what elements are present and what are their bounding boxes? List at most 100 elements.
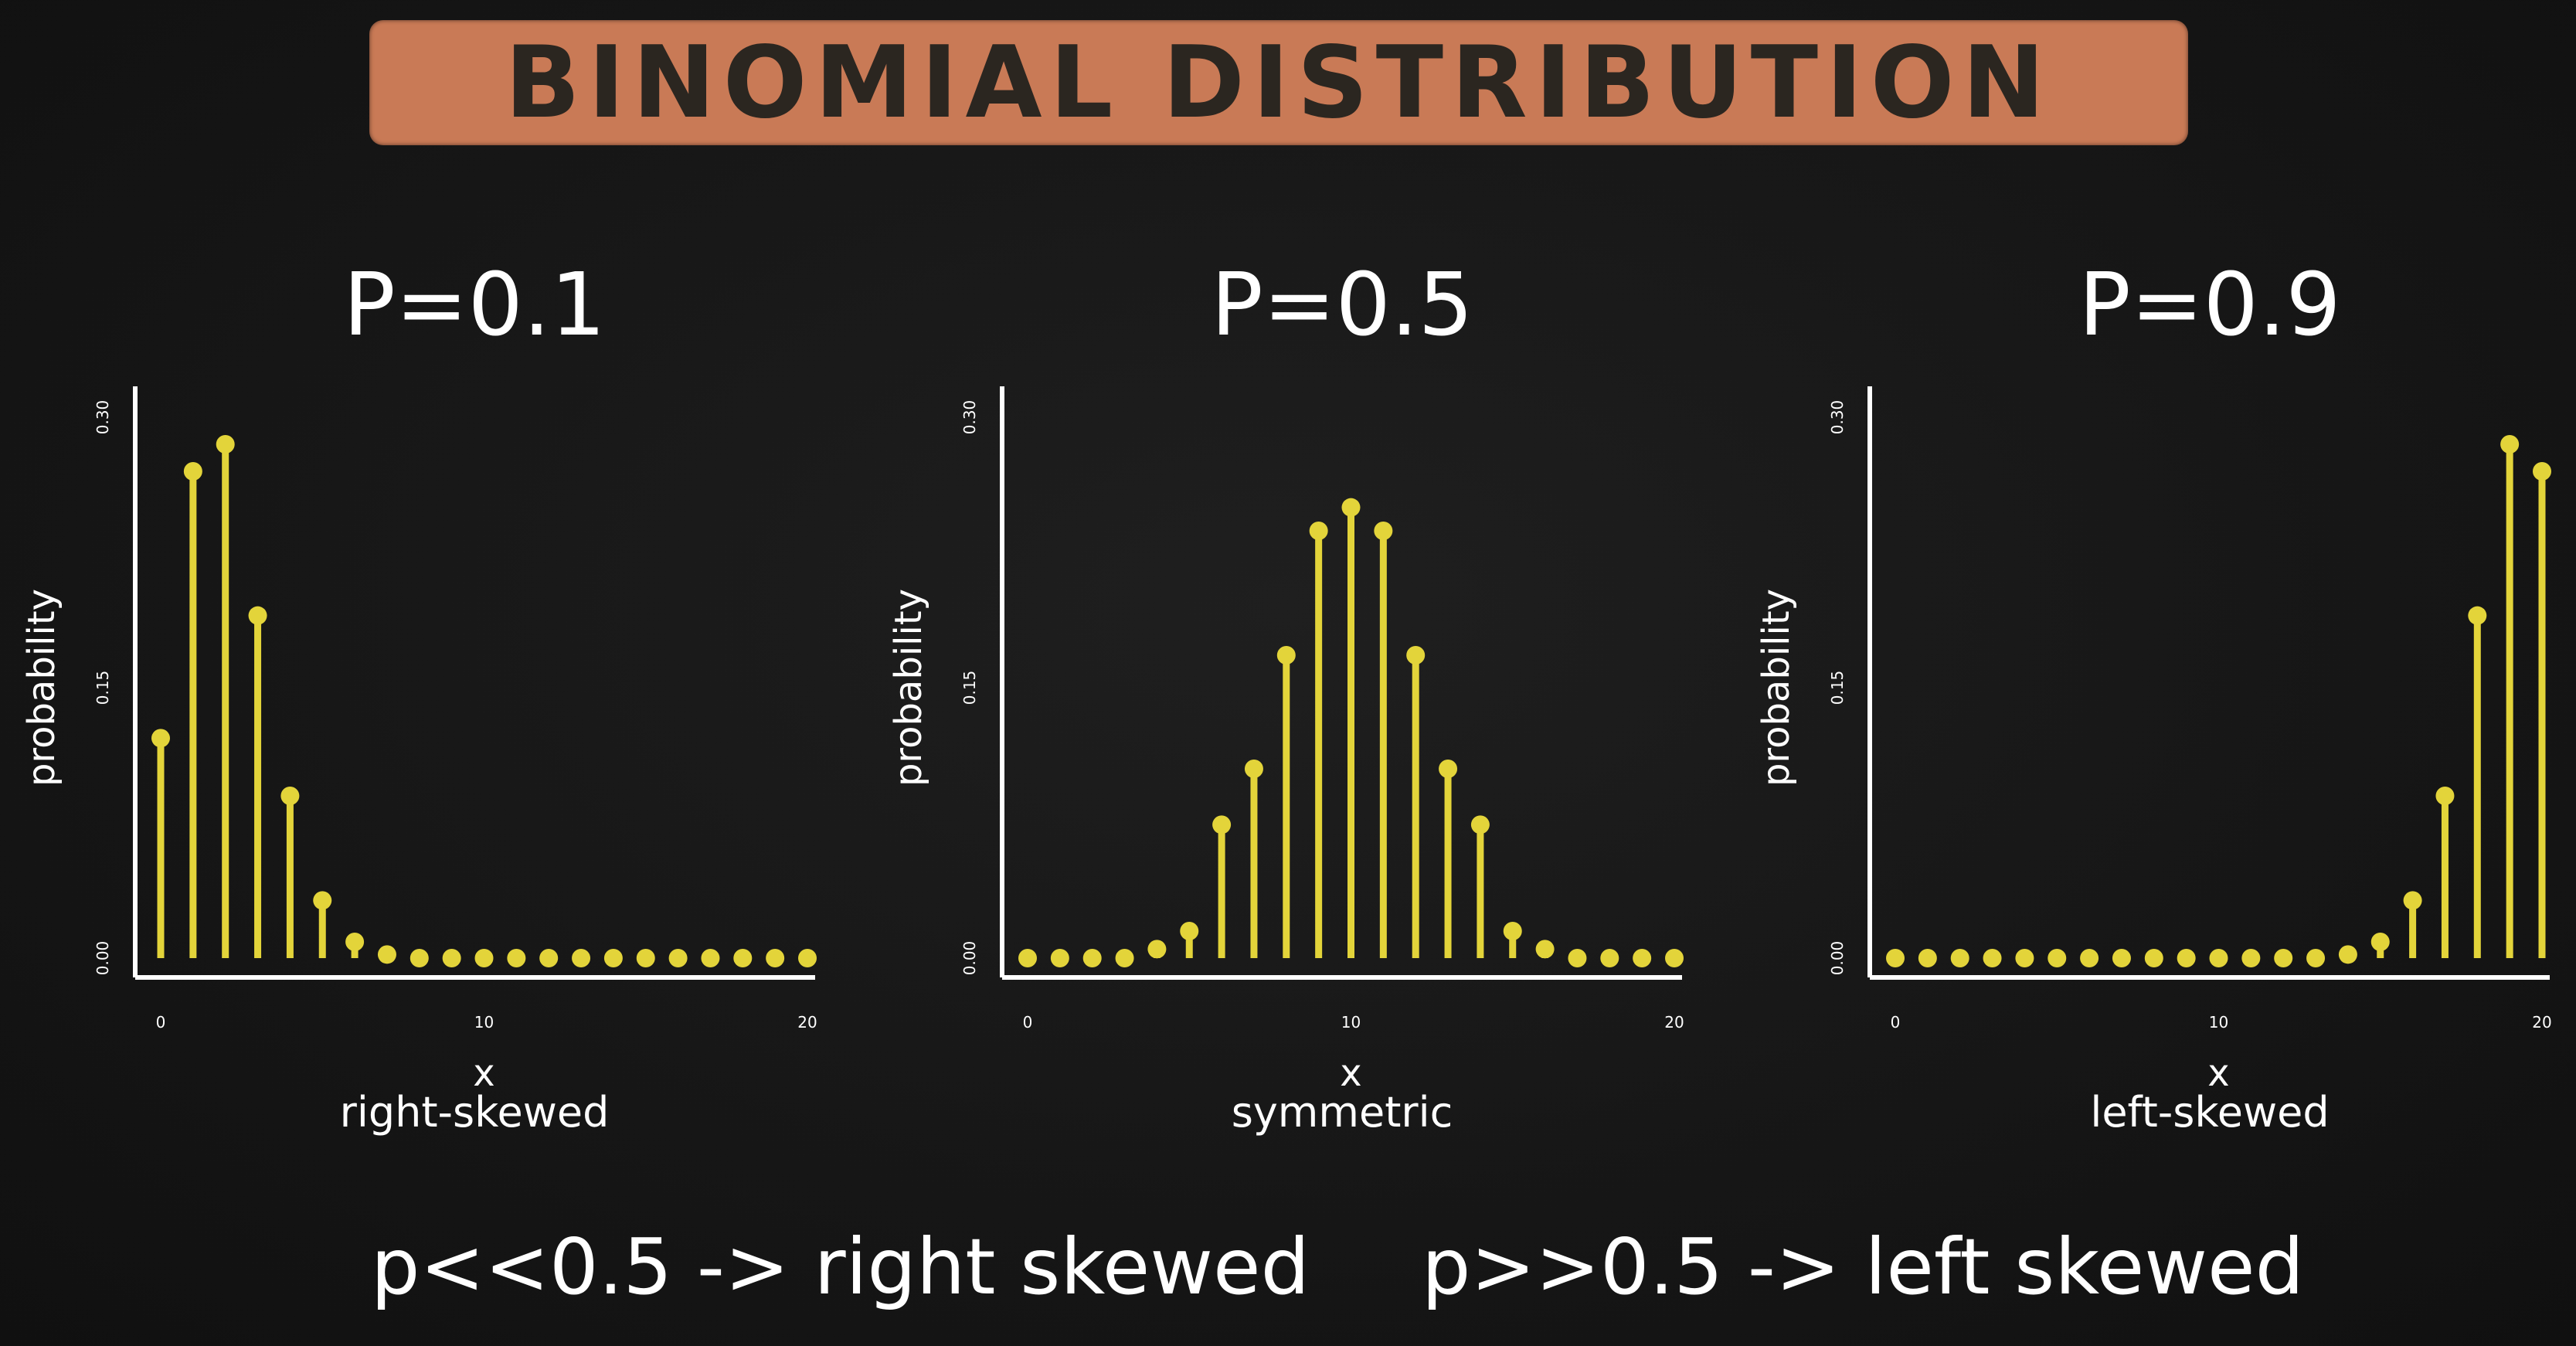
data-point: [248, 606, 267, 625]
data-point: [539, 949, 559, 967]
title-banner: BINOMIAL DISTRIBUTION: [369, 20, 2188, 145]
data-point: [1276, 646, 1296, 665]
y-axis-label: probability: [887, 589, 930, 787]
data-point: [1341, 498, 1361, 517]
data-point: [313, 891, 332, 910]
data-point: [151, 729, 170, 748]
data-point: [2338, 945, 2357, 964]
chart-p05: 0.00 0.15 0.30 0 10 20 probability x: [887, 386, 1684, 1095]
y-axis-label: probability: [20, 589, 63, 787]
data-point: [2500, 435, 2520, 454]
data-point: [733, 949, 753, 967]
chart-title-p05: P=0.5: [1211, 255, 1473, 355]
data-point: [1018, 949, 1037, 967]
data-point: [280, 787, 300, 805]
data-point: [1050, 949, 1069, 967]
x-tick-label: 0: [156, 1013, 166, 1032]
data-point: [2274, 949, 2293, 967]
data-point: [216, 435, 235, 454]
data-point: [2144, 949, 2163, 967]
x-tick-label: 20: [797, 1013, 817, 1032]
x-tick-label: 20: [1664, 1013, 1684, 1032]
caption-left-skewed: left-skewed: [2090, 1088, 2330, 1137]
data-point: [1886, 949, 1905, 967]
y-tick-label: 0.15: [960, 671, 979, 705]
data-point: [701, 949, 720, 967]
y-tick-label: 0.00: [960, 941, 979, 976]
data-point: [1535, 940, 1555, 959]
chart-p09: 0.00 0.15 0.30 0 10 20 probability x: [1755, 386, 2552, 1095]
x-axis-label: x: [1340, 1052, 1361, 1095]
data-point: [1406, 646, 1426, 665]
data-point: [410, 949, 429, 967]
y-tick-label: 0.30: [960, 400, 979, 435]
data-point: [507, 949, 526, 967]
caption-symmetric: symmetric: [1231, 1088, 1453, 1137]
x-tick-label: 10: [1341, 1013, 1361, 1032]
data-point: [2306, 949, 2326, 967]
data-point: [1950, 949, 1969, 967]
data-point: [474, 949, 494, 967]
data-point: [183, 462, 202, 481]
note-right-skewed: p<<0.5 -> right skewed: [371, 1222, 1310, 1312]
data-point: [1439, 760, 1458, 778]
y-tick-label: 0.00: [1828, 941, 1847, 976]
data-point: [442, 949, 461, 967]
chart-title-p01: P=0.1: [343, 255, 606, 355]
y-tick-label: 0.00: [93, 941, 112, 976]
data-point: [1503, 922, 1522, 940]
data-point: [1309, 522, 1328, 540]
y-tick-label: 0.30: [93, 400, 112, 435]
data-point: [2533, 462, 2551, 481]
data-point: [603, 949, 623, 967]
x-tick-label: 20: [2532, 1013, 2551, 1032]
data-point: [2403, 891, 2422, 910]
x-axis-label: x: [473, 1052, 494, 1095]
caption-right-skewed: right-skewed: [339, 1088, 610, 1137]
data-point: [2112, 949, 2131, 967]
y-tick-label: 0.15: [1828, 671, 1847, 705]
data-point: [2370, 933, 2390, 951]
chart-p01: 0.00 0.15 0.30 0 10 20 probability x: [20, 386, 817, 1095]
data-point: [1147, 940, 1167, 959]
data-point: [1983, 949, 2002, 967]
x-tick-label: 0: [1023, 1013, 1033, 1032]
x-axis-label: x: [2207, 1052, 2229, 1095]
data-point: [668, 949, 688, 967]
data-point: [1374, 522, 1393, 540]
data-point: [2209, 949, 2228, 967]
data-point: [2468, 606, 2487, 625]
data-point: [572, 949, 591, 967]
y-tick-label: 0.30: [1828, 400, 1847, 435]
data-point: [2048, 949, 2067, 967]
data-point: [1212, 815, 1232, 834]
data-point: [1115, 949, 1134, 967]
x-tick-label: 0: [1891, 1013, 1901, 1032]
data-point: [345, 933, 365, 951]
data-point: [2015, 949, 2034, 967]
data-point: [377, 945, 396, 964]
data-point: [1568, 949, 1587, 967]
note-left-skewed: p>>0.5 -> left skewed: [1422, 1222, 2305, 1312]
data-point: [1665, 949, 1684, 967]
data-point: [1082, 949, 1102, 967]
data-point: [1918, 949, 1937, 967]
data-point: [1244, 760, 1263, 778]
data-point: [636, 949, 655, 967]
data-point: [2080, 949, 2099, 967]
y-axis-label: probability: [1755, 589, 1798, 787]
data-point: [766, 949, 785, 967]
data-point: [1470, 815, 1490, 834]
data-point: [1180, 922, 1199, 940]
data-point: [1633, 949, 1652, 967]
page-title: BINOMIAL DISTRIBUTION: [505, 25, 2053, 141]
data-point: [798, 949, 817, 967]
data-point: [1600, 949, 1619, 967]
x-tick-label: 10: [474, 1013, 494, 1032]
data-point: [2435, 787, 2455, 805]
chart-title-p09: P=0.9: [2078, 255, 2341, 355]
x-tick-label: 10: [2209, 1013, 2228, 1032]
y-tick-label: 0.15: [93, 671, 112, 705]
data-point: [2241, 949, 2261, 967]
data-point: [2177, 949, 2196, 967]
